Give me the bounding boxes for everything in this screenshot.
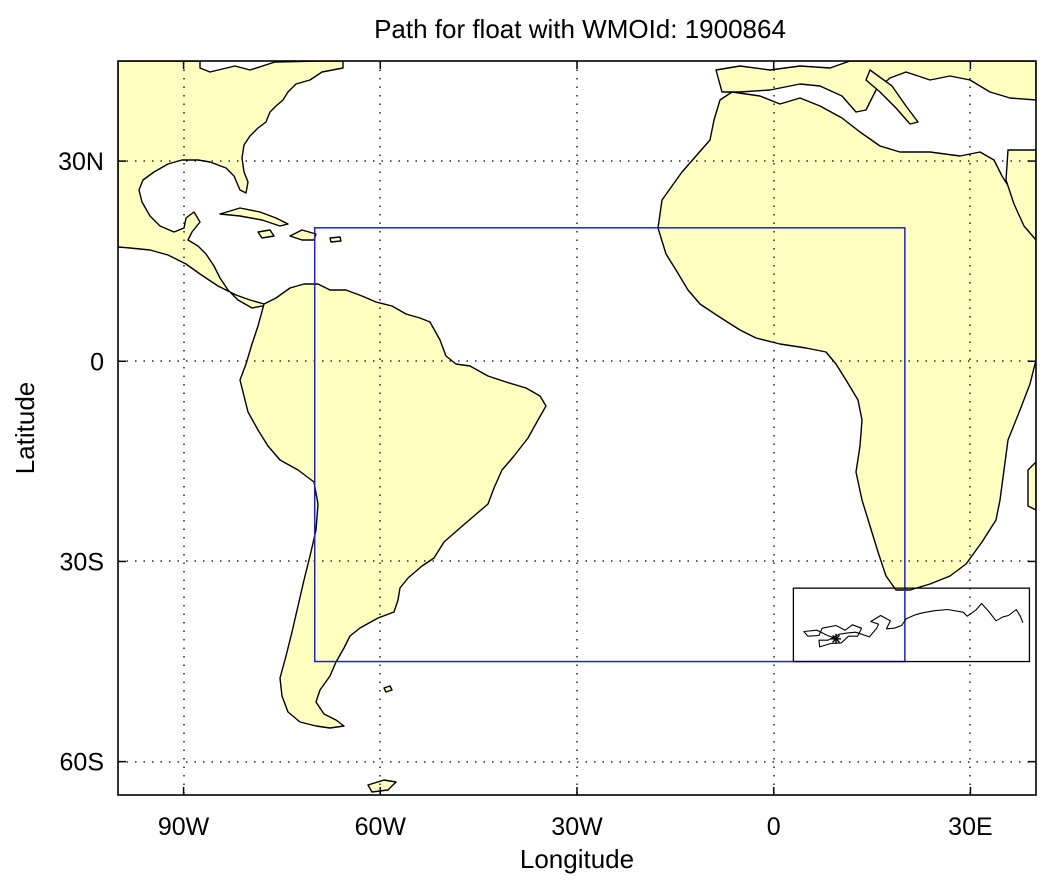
float-trajectory [803, 602, 1024, 648]
y-axis-label: Latitude [10, 382, 40, 475]
antarctic-peninsula-islands [367, 779, 397, 793]
cuba-island [219, 207, 289, 227]
longitude-ticks: 90W 60W 30W 0 30E [158, 61, 993, 841]
start-marker-stroke [832, 634, 841, 643]
plot-area [118, 61, 1036, 795]
x-tick-label: 60W [355, 813, 407, 841]
y-tick-label: 30N [58, 148, 104, 176]
x-tick-label: 30W [551, 813, 603, 841]
y-tick-label: 60S [60, 749, 104, 777]
falkland-islands [383, 685, 393, 693]
y-tick-label: 0 [90, 348, 104, 376]
y-tick-label: 30S [60, 548, 104, 576]
chart-title: Path for float with WMOId: 1900864 [374, 14, 786, 44]
start-position-marker [831, 633, 842, 644]
region-box [313, 227, 906, 663]
puerto-rico-island [329, 236, 342, 243]
x-axis-label: Longitude [520, 844, 634, 874]
x-tick-label: 90W [158, 813, 210, 841]
land-masses [118, 61, 1036, 793]
south-america-land [239, 283, 547, 729]
jamaica-island [257, 229, 275, 239]
x-tick-label: 30E [948, 813, 992, 841]
africa-land [657, 91, 1036, 591]
graticule [118, 61, 1036, 795]
x-tick-label: 0 [767, 813, 781, 841]
italy-peninsula [865, 69, 919, 125]
madagascar-island [1027, 461, 1036, 511]
arabia-land [1005, 149, 1036, 241]
track-inset-box [792, 587, 1031, 663]
latitude-ticks: 30N 0 30S 60S [58, 148, 1036, 777]
